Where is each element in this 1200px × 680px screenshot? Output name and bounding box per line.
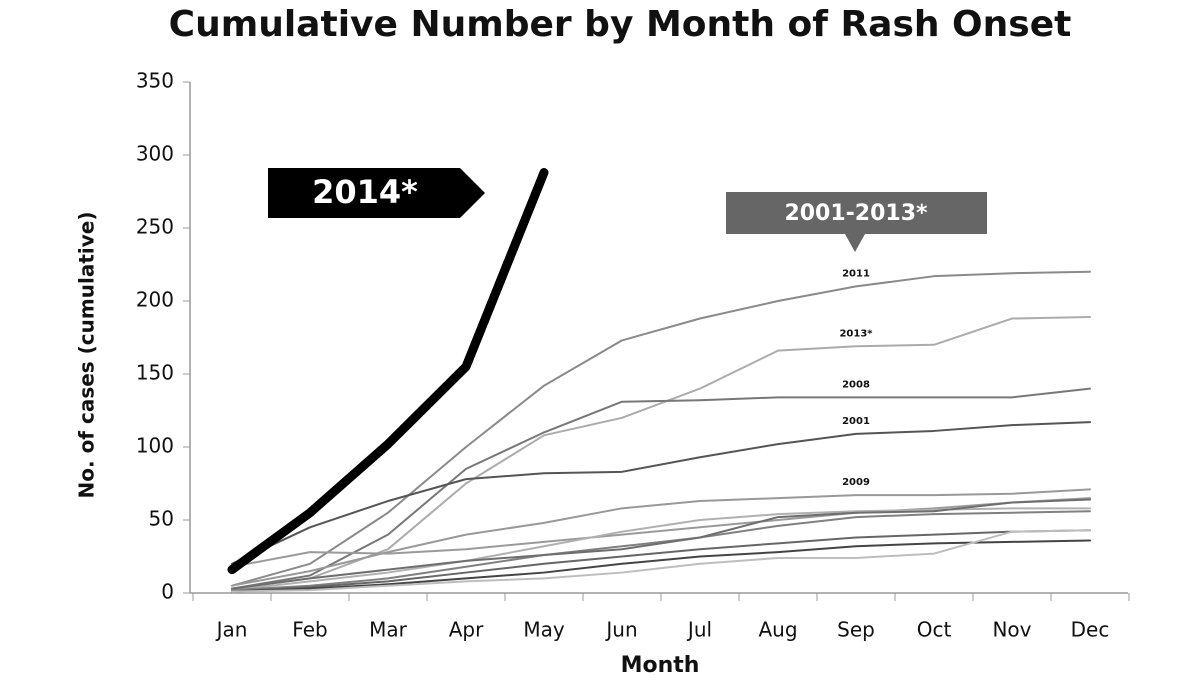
x-axis-label: Month [621,653,700,678]
chart-title: Cumulative Number by Month of Rash Onset [169,4,1072,45]
x-tick-label: Nov [992,618,1031,642]
y-tick-label: 300 [136,142,174,166]
y-tick-label: 350 [136,69,174,93]
x-tick-label: Aug [758,618,797,642]
series-line [231,529,1091,593]
series-line [231,510,1091,592]
y-tick-label: 50 [149,507,174,531]
x-tick-label: Apr [449,618,484,642]
x-tick-label: Jul [686,618,712,642]
x-tick-label: Mar [369,618,408,642]
series-line [231,421,1091,565]
line-label: 2008 [842,379,870,390]
series-line [231,498,1091,590]
series-line [231,539,1091,593]
line-label: 2013* [839,328,873,339]
x-tick-label: Oct [917,618,952,642]
callout-label: 2001-2013* [784,201,928,226]
x-tick-label: Dec [1071,618,1110,642]
y-tick-label: 150 [136,361,174,385]
x-tick-label: Jun [604,618,637,642]
x-tick-label: May [523,618,565,642]
series-line [231,488,1091,587]
x-tick-label: Feb [292,618,327,642]
y-axis-label: No. of cases (cumulative) [75,212,99,499]
series-line [231,270,1091,587]
x-tick-label: Jan [215,618,248,642]
callout-range [726,192,987,234]
line-label: 2011 [842,268,870,279]
callout-arrow [845,234,865,252]
y-tick-label: 200 [136,288,174,312]
series-line [231,529,1091,593]
line-label: 2009 [842,477,870,488]
series-line [231,387,1091,590]
y-tick-label: 100 [136,434,174,458]
x-tick-label: Sep [837,618,875,642]
line-label: 2001 [842,416,870,427]
series-line [227,168,549,575]
series-line [231,497,1091,568]
callout-2014 [268,168,485,218]
y-tick-label: 250 [136,215,174,239]
y-tick-label: 0 [161,580,174,604]
callout-label: 2014* [312,173,418,211]
